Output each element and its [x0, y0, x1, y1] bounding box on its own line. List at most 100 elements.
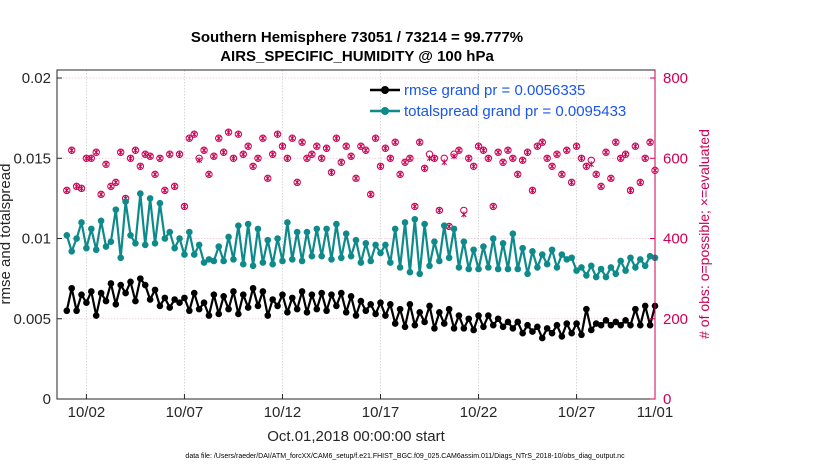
y-axis-left: 0 0.005 0.01 0.015 0.02 [13, 70, 62, 408]
y2-tick-label: 200 [663, 311, 688, 328]
data-point [416, 309, 424, 316]
data-point [264, 236, 272, 244]
data-point [249, 284, 257, 292]
data-point [524, 321, 531, 329]
data-point [171, 244, 178, 252]
data-point [303, 309, 311, 316]
obs-evaluated-point [372, 135, 379, 142]
obs-possible-point [146, 152, 154, 160]
data-point [328, 291, 335, 298]
obs-possible-point [215, 134, 223, 142]
data-point [587, 326, 595, 334]
obs-evaluated-point [245, 143, 251, 150]
obs-possible-point [278, 142, 287, 150]
obs-evaluated-point [64, 187, 70, 194]
obs-possible-point [597, 182, 605, 191]
data-point [372, 241, 379, 249]
obs-evaluated-point [627, 187, 634, 194]
obs-possible-point [646, 138, 654, 146]
obs-possible-point [229, 154, 238, 162]
data-point [352, 312, 360, 319]
obs-possible-point [234, 130, 243, 138]
obs-evaluated-point [186, 135, 193, 142]
obs-evaluated-point [519, 157, 526, 164]
series-rmse [63, 275, 659, 342]
obs-evaluated-point [216, 135, 222, 142]
data-point [563, 320, 571, 327]
data-point [377, 299, 384, 307]
obs-evaluated-point [588, 161, 595, 168]
data-point [132, 240, 139, 247]
data-point [636, 321, 644, 329]
data-point [455, 264, 463, 271]
data-point [499, 240, 507, 247]
obs-evaluated-point [289, 135, 296, 142]
data-point [440, 320, 448, 327]
data-point [558, 333, 566, 340]
obs-evaluated-point [392, 139, 398, 146]
legend-marker-rmse [381, 86, 389, 94]
obs-possible-point [161, 186, 169, 195]
data-point [254, 302, 262, 310]
data-point [538, 251, 546, 258]
obs-possible-point [621, 150, 630, 158]
obs-evaluated-point [299, 139, 305, 146]
data-point [288, 294, 296, 302]
obs-possible-point [518, 156, 527, 164]
data-point [298, 257, 306, 265]
obs-evaluated-point [240, 151, 247, 158]
data-point [249, 262, 257, 270]
data-point [475, 265, 482, 273]
obs-evaluated-point [367, 191, 374, 198]
data-point [239, 291, 247, 298]
obs-evaluated-point [113, 179, 119, 186]
obs-evaluated-point [230, 155, 237, 162]
obs-evaluated-point [642, 155, 648, 162]
obs-possible-point [347, 152, 355, 160]
data-point [200, 299, 208, 307]
data-point [259, 259, 267, 266]
obs-possible-point [592, 170, 600, 179]
obs-possible-point [332, 134, 341, 142]
data-point [269, 296, 276, 303]
obs-evaluated-point [333, 135, 340, 142]
y2-tick-label: 0 [663, 391, 671, 408]
data-point [485, 312, 492, 319]
data-point [141, 241, 149, 249]
data-point [519, 329, 526, 337]
data-point [485, 264, 492, 271]
obs-possible-point [131, 146, 140, 154]
data-point [470, 246, 477, 254]
data-point [426, 302, 433, 310]
obs-evaluated-point [387, 155, 394, 162]
obs-possible-point [298, 138, 306, 146]
obs-possible-point [465, 154, 473, 162]
obs-possible-point [376, 162, 385, 170]
data-point [558, 251, 566, 258]
x-tick-label: 11/01 [637, 404, 673, 421]
data-point [573, 267, 580, 274]
obs-possible-point [357, 142, 365, 150]
obs-evaluated-point [348, 153, 354, 160]
data-point [205, 312, 213, 319]
obs-evaluated-point [412, 203, 418, 210]
obs-evaluated-point [137, 163, 144, 170]
obs-evaluated-point [559, 171, 565, 178]
data-point [117, 254, 125, 262]
obs-possible-point [636, 178, 644, 187]
data-point [534, 264, 541, 271]
obs-evaluated-point [598, 183, 604, 190]
obs-evaluated-point [480, 147, 487, 154]
series-layer [63, 190, 659, 342]
data-point [436, 309, 443, 316]
data-point [543, 325, 551, 332]
obs-evaluated-point [294, 179, 300, 186]
data-point [264, 312, 272, 319]
data-point [215, 310, 223, 318]
x-axis: 10/02 10/07 10/12 10/17 10/22 10/27 11/01 [68, 394, 673, 421]
obs-evaluated-point [637, 179, 644, 186]
data-point [367, 301, 375, 308]
obs-evaluated-point [98, 191, 104, 198]
data-point [406, 301, 414, 308]
data-point [137, 190, 144, 197]
